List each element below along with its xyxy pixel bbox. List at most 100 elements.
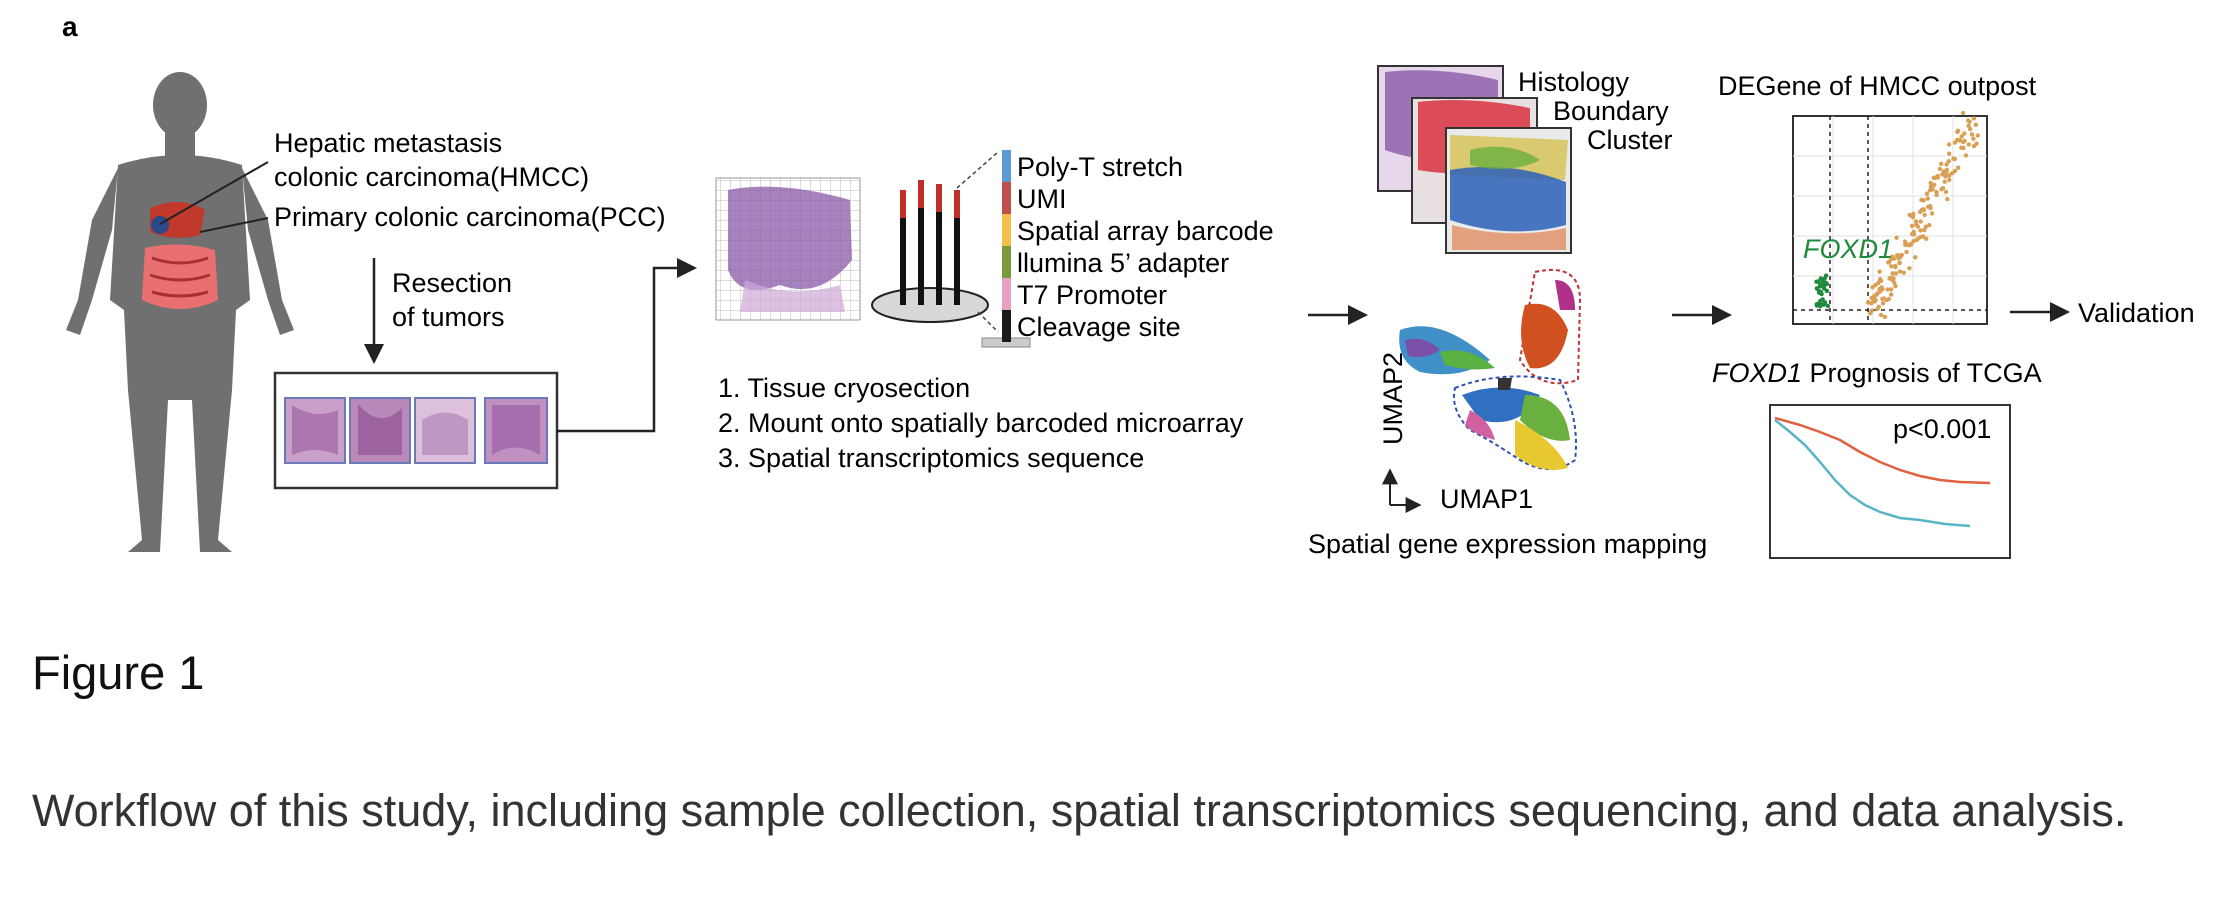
- deg-point-up: [1945, 197, 1950, 202]
- label-pcc: Primary colonic carcinoma(PCC): [274, 202, 666, 232]
- deg-point-down: [1814, 303, 1820, 308]
- deg-point-up: [1913, 255, 1918, 260]
- deg-point-up: [1971, 144, 1977, 149]
- deg-point-up: [1918, 228, 1923, 233]
- deg-point-up: [1887, 259, 1892, 264]
- deg-point-up: [1929, 211, 1935, 216]
- deg-point-up: [1889, 255, 1894, 261]
- deg-point-up: [1961, 145, 1966, 151]
- probe-segment-3: [1002, 246, 1011, 278]
- deg-point-up: [1966, 142, 1972, 147]
- deg-point-down: [1818, 284, 1823, 289]
- step-2: 2. Mount onto spatially barcoded microar…: [718, 408, 1244, 438]
- deg-point-up: [1877, 269, 1882, 274]
- layer-cluster: Cluster: [1587, 125, 1673, 155]
- figure-title: Figure 1: [32, 646, 205, 699]
- probe-segment-0: [1002, 150, 1011, 182]
- deg-point-up: [1930, 187, 1935, 192]
- deg-point-down: [1814, 286, 1820, 291]
- deg-point-up: [1907, 266, 1912, 271]
- deg-point-up: [1874, 292, 1879, 297]
- deg-point-up: [1916, 236, 1921, 241]
- km-survival-plot: [1769, 404, 2011, 559]
- layer-histology: Histology: [1518, 67, 1630, 97]
- km-pvalue: p<0.001: [1893, 414, 1991, 444]
- deg-point-up: [1901, 270, 1907, 275]
- resection-line2: of tumors: [392, 302, 505, 332]
- deg-point-up: [1956, 165, 1961, 170]
- deg-point-up: [1878, 312, 1884, 318]
- deg-point-up: [1897, 269, 1903, 274]
- step-3: 3. Spatial transcriptomics sequence: [718, 443, 1144, 473]
- step-1: 1. Tissue cryosection: [718, 373, 970, 403]
- deg-point-up: [1924, 191, 1930, 196]
- validation-label: Validation: [2078, 298, 2195, 328]
- deg-point-up: [1911, 232, 1917, 237]
- deg-point-up: [1889, 287, 1894, 292]
- deg-point-up: [1969, 132, 1975, 137]
- deg-point-up: [1896, 253, 1901, 258]
- deg-point-up: [1944, 167, 1950, 173]
- deg-point-up: [1947, 177, 1952, 182]
- layered-maps-icon: [1377, 65, 1572, 254]
- deg-point-up: [1893, 283, 1898, 289]
- deg-point-down: [1821, 302, 1826, 307]
- deg-point-up: [1923, 224, 1929, 229]
- deg-point-up: [1904, 249, 1909, 255]
- deg-point-up: [1946, 142, 1952, 147]
- deg-point-up: [1918, 219, 1923, 224]
- deg-point-down: [1824, 288, 1830, 294]
- deg-point-up: [1919, 197, 1924, 203]
- deg-point-up: [1951, 156, 1956, 161]
- barcoded-probes-icon: [871, 180, 989, 323]
- deg-point-up: [1960, 110, 1966, 116]
- deg-point-up: [1928, 180, 1933, 186]
- deg-point-up: [1879, 278, 1884, 283]
- organs-icon: [142, 201, 218, 309]
- probe-segment-label-4: T7 Promoter: [1017, 280, 1167, 310]
- deg-point-up: [1921, 207, 1927, 212]
- deg-scatter-plot: [1792, 110, 1988, 325]
- deg-point-up: [1907, 212, 1912, 218]
- deg-point-up: [1952, 168, 1958, 174]
- deg-point-up: [1911, 211, 1916, 217]
- deg-point-up: [1894, 235, 1899, 240]
- deg-point-up: [1962, 131, 1967, 136]
- panel-label: a: [62, 11, 78, 42]
- probe-segment-label-1: UMI: [1017, 184, 1067, 214]
- deg-point-up: [1963, 153, 1969, 158]
- label-hmcc-line2: colonic carcinoma(HMCC): [274, 162, 589, 192]
- tumor-sample-thumbnails: [284, 397, 548, 464]
- probe-segment-label-3: llumina 5’ adapter: [1017, 248, 1229, 278]
- deg-point-up: [1893, 271, 1899, 276]
- deg-title: DEGene of HMCC outpost: [1718, 71, 2037, 101]
- deg-point-up: [1899, 252, 1904, 258]
- deg-point-up: [1880, 301, 1886, 306]
- deg-point-down: [1817, 304, 1823, 309]
- deg-point-up: [1940, 172, 1945, 177]
- deg-point-up: [1876, 304, 1882, 309]
- deg-point-up: [1934, 192, 1939, 198]
- probe-segment-2: [1002, 214, 1011, 246]
- deg-point-down: [1816, 290, 1822, 295]
- deg-point-up: [1975, 133, 1981, 138]
- deg-point-up: [1944, 173, 1950, 178]
- label-hmcc-line1: Hepatic metastasis: [274, 128, 502, 158]
- deg-point-up: [1879, 285, 1885, 291]
- deg-point-up: [1893, 263, 1898, 269]
- deg-point-down: [1818, 276, 1824, 281]
- deg-point-up: [1897, 260, 1902, 265]
- probe-segment-label-2: Spatial array barcode: [1017, 216, 1274, 246]
- km-title: FOXD1 Prognosis of TCGA: [1712, 358, 2042, 388]
- deg-point-up: [1939, 161, 1944, 166]
- workflow-diagram: a Hepatic metastasis colonic carcinoma(H…: [62, 11, 2195, 559]
- km-title-rest: Prognosis of TCGA: [1802, 358, 2042, 388]
- probe-segment-1: [1002, 182, 1011, 214]
- deg-point-up: [1937, 166, 1943, 172]
- probe-segment-5: [1002, 310, 1011, 342]
- deg-point-up: [1947, 151, 1952, 156]
- deg-point-up: [1926, 204, 1931, 209]
- deg-point-up: [1881, 296, 1887, 301]
- deg-point-up: [1925, 196, 1931, 201]
